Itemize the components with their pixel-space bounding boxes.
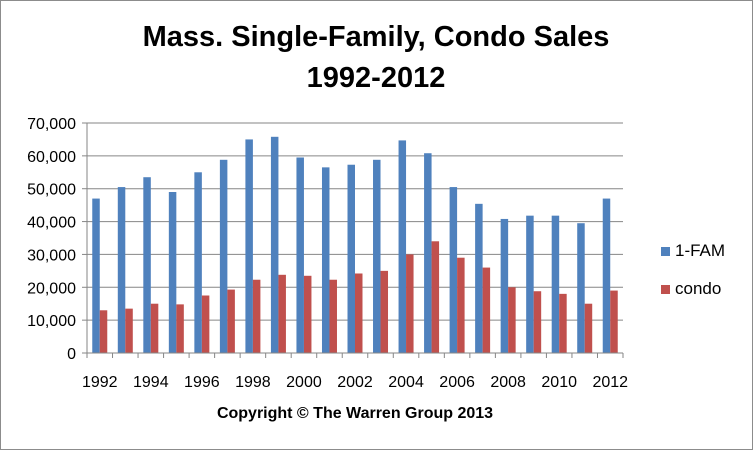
bar-1-fam-2008 bbox=[500, 218, 509, 353]
y-tick-label: 0 bbox=[67, 346, 76, 363]
legend-label-condo: condo bbox=[675, 279, 721, 298]
bar-condo-1999 bbox=[278, 274, 286, 353]
legend-swatch-condo bbox=[661, 285, 670, 294]
bar-1-fam-2002 bbox=[347, 164, 355, 353]
legend-label-1-fam: 1-FAM bbox=[675, 241, 725, 260]
y-tick-label: 70,000 bbox=[27, 116, 76, 133]
bar-1-fam-1999 bbox=[270, 136, 279, 353]
bar-condo-2001 bbox=[329, 279, 337, 353]
bar-condo-1998 bbox=[252, 279, 261, 353]
chart-title-line-1: Mass. Single-Family, Condo Sales bbox=[143, 21, 610, 53]
bar-condo-2012 bbox=[610, 290, 618, 353]
bar-condo-1992 bbox=[99, 310, 108, 353]
bar-condo-2008 bbox=[508, 287, 516, 353]
bar-1-fam-2000 bbox=[296, 157, 304, 353]
bar-condo-2003 bbox=[380, 270, 389, 353]
bar-1-fam-1994 bbox=[143, 177, 151, 353]
bar-condo-2007 bbox=[482, 267, 491, 353]
bar-1-fam-1993 bbox=[117, 187, 126, 353]
legend-swatch-1-fam bbox=[661, 247, 670, 256]
bar-1-fam-1995 bbox=[168, 192, 177, 353]
y-tick-label: 20,000 bbox=[27, 280, 76, 297]
bar-1-fam-2001 bbox=[321, 167, 330, 353]
bar-condo-1997 bbox=[227, 289, 235, 353]
bar-1-fam-1996 bbox=[194, 172, 202, 353]
bar-condo-1996 bbox=[201, 295, 210, 353]
y-tick-label: 10,000 bbox=[27, 313, 76, 330]
y-axis-ticks: 0 10,000 20,000 30,000 40,000 50,000 60,000 70,… bbox=[27, 116, 87, 363]
bar-1-fam-2009 bbox=[526, 215, 534, 353]
bar-condo-2002 bbox=[355, 273, 363, 353]
bar-1-fam-1998 bbox=[245, 139, 253, 353]
bar-1-fam-1992 bbox=[92, 198, 100, 353]
bar-condo-2000 bbox=[303, 275, 312, 353]
bar-1-fam-1997 bbox=[219, 159, 228, 353]
x-tick-label: 2010 bbox=[541, 374, 577, 391]
x-axis-ticks: 1992 1994 1996 1998 2000 2002 2004 2006 2008 2010… bbox=[82, 353, 628, 391]
x-tick-label: 1994 bbox=[133, 374, 169, 391]
bar-1-fam-2007 bbox=[475, 203, 483, 353]
bar-1-fam-2012 bbox=[602, 198, 611, 353]
bar-condo-2009 bbox=[533, 291, 542, 353]
bars bbox=[92, 136, 618, 353]
bar-condo-1995 bbox=[176, 304, 184, 353]
chart-title-line-2: 1992-2012 bbox=[307, 62, 446, 94]
bar-condo-2011 bbox=[584, 303, 593, 353]
x-axis-label: Copyright © The Warren Group 2013 bbox=[217, 405, 493, 422]
y-tick-label: 60,000 bbox=[27, 149, 76, 166]
x-tick-label: 2004 bbox=[388, 374, 424, 391]
bar-condo-1994 bbox=[150, 303, 159, 353]
y-tick-label: 50,000 bbox=[27, 182, 76, 199]
y-tick-label: 30,000 bbox=[27, 247, 76, 264]
bar-1-fam-2004 bbox=[398, 140, 407, 353]
x-tick-label: 2006 bbox=[439, 374, 475, 391]
x-tick-label: 2008 bbox=[490, 374, 526, 391]
bar-condo-2004 bbox=[406, 254, 414, 353]
x-tick-label: 2012 bbox=[592, 374, 628, 391]
bar-condo-1993 bbox=[125, 308, 133, 353]
bar-condo-2006 bbox=[457, 257, 465, 353]
bar-1-fam-2003 bbox=[373, 159, 381, 353]
y-tick-label: 40,000 bbox=[27, 215, 76, 232]
x-tick-label: 1996 bbox=[184, 374, 220, 391]
bar-condo-2010 bbox=[559, 293, 567, 353]
legend: 1-FAM condo bbox=[661, 241, 725, 298]
bar-1-fam-2005 bbox=[424, 153, 432, 353]
axes bbox=[86, 123, 623, 354]
x-tick-label: 1992 bbox=[82, 374, 118, 391]
x-tick-label: 2000 bbox=[286, 374, 322, 391]
bar-1-fam-2006 bbox=[449, 187, 458, 353]
x-tick-label: 2002 bbox=[337, 374, 373, 391]
x-tick-label: 1998 bbox=[235, 374, 271, 391]
bar-1-fam-2010 bbox=[551, 215, 560, 353]
bar-1-fam-2011 bbox=[577, 223, 585, 353]
bar-condo-2005 bbox=[431, 241, 440, 353]
